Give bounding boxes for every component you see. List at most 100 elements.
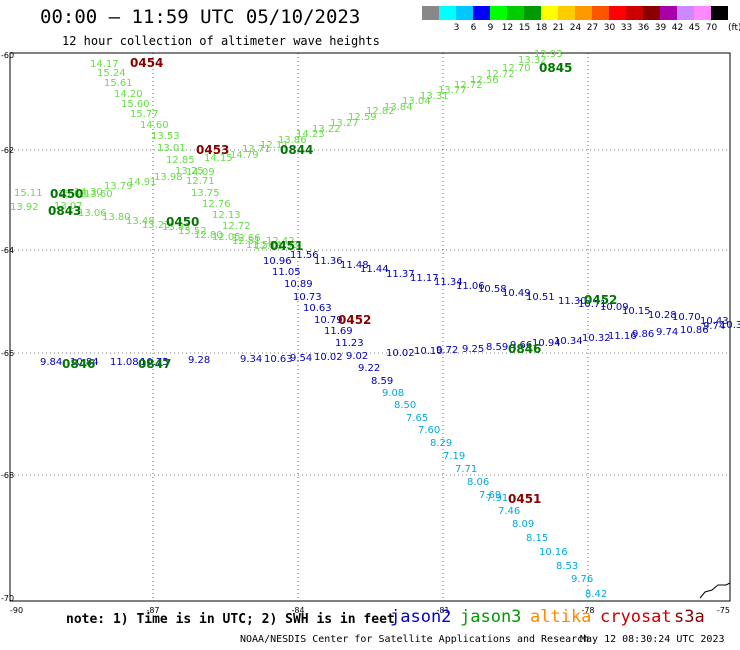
wave-height-value: 10.71 bbox=[578, 299, 607, 310]
legend-swatch bbox=[558, 6, 575, 20]
wave-height-value: 11.34 bbox=[434, 277, 463, 288]
track-0452: 10.9611.0510.8910.7310.6310.7911.6911.23… bbox=[263, 256, 393, 387]
wave-height-value: 7.65 bbox=[406, 413, 428, 424]
wave-height-value: 14.15 bbox=[204, 153, 233, 164]
wave-height-value: 10.96 bbox=[263, 256, 292, 267]
wave-height-value: 11.36 bbox=[314, 256, 343, 267]
track-0450: 13.0613.8013.4813.2313.8213.5212.8012.05… bbox=[78, 208, 299, 252]
longitude-label: -84 bbox=[291, 606, 304, 615]
wave-height-value: 10.43 bbox=[700, 316, 729, 327]
legend-swatch bbox=[473, 6, 490, 20]
wave-height-value: 11.48 bbox=[340, 260, 369, 271]
wave-height-value: 13.01 bbox=[157, 143, 186, 154]
wave-height-value: 11.56 bbox=[290, 250, 319, 261]
wave-height-value: 12.72 bbox=[486, 69, 515, 80]
wave-height-value: 10.75 bbox=[140, 357, 169, 368]
wave-height-value: 9.25 bbox=[462, 344, 484, 355]
legend-unit: (ft) bbox=[728, 23, 740, 33]
wave-height-value: 10.34 bbox=[554, 336, 583, 347]
legend-swatch bbox=[660, 6, 677, 20]
wave-height-value: 8.50 bbox=[394, 400, 416, 411]
legend-label: 9 bbox=[487, 23, 494, 33]
time-labels: 0454 0453 0452 0451 0845 0844 0450 0843 0450 0451… bbox=[48, 56, 617, 506]
pass-time-label: 0450 bbox=[166, 215, 199, 229]
pass-time-label: 0451 bbox=[508, 492, 541, 506]
axis-labels: -90 -87 -84 -81 -78 -75 -60 -62 -64 -66 -68 -70 bbox=[1, 51, 730, 615]
wave-height-value: 11.17 bbox=[410, 273, 439, 284]
wave-height-value: 14.17 bbox=[90, 59, 119, 70]
wave-height-value: 13.22 bbox=[312, 124, 341, 135]
longitude-label: -78 bbox=[581, 606, 594, 615]
wave-height-value: 13.77 bbox=[438, 85, 467, 96]
legend-swatch bbox=[507, 6, 524, 20]
wave-height-value: 10.10 bbox=[414, 346, 443, 357]
wave-height-value: 12.80 bbox=[194, 230, 223, 241]
legend-swatch bbox=[609, 6, 626, 20]
wave-height-value: 13.92 bbox=[10, 202, 39, 213]
track-0454: 14.1715.2415.6114.2015.6015.7714.6013.53… bbox=[90, 59, 295, 251]
wave-height-value: 13.25 bbox=[175, 166, 204, 177]
wave-height-value: 13.84 bbox=[384, 102, 413, 113]
wave-height-value: 11.08 bbox=[110, 357, 139, 368]
satellite-altika: altika bbox=[530, 607, 592, 627]
generated-timestamp: May 12 08:30:24 UTC 2023 bbox=[580, 634, 725, 645]
wave-height-value: 10.09 bbox=[600, 302, 629, 313]
longitude-label: -90 bbox=[10, 606, 23, 615]
legend-swatch bbox=[575, 6, 592, 20]
coastline bbox=[699, 582, 731, 599]
wave-height-value: 14.09 bbox=[186, 167, 215, 178]
wave-height-value: 13.32 bbox=[518, 55, 547, 66]
pass-time-label: 0846 bbox=[508, 342, 541, 356]
wave-height-value: 12.76 bbox=[202, 199, 231, 210]
legend-swatch bbox=[541, 6, 558, 20]
legend-label: 33 bbox=[620, 23, 633, 33]
pass-time-label: 0452 bbox=[584, 293, 617, 307]
legend-swatch bbox=[524, 6, 541, 20]
wave-height-value: 9.72 bbox=[436, 345, 458, 356]
wave-height-value: 10.02 bbox=[386, 348, 415, 359]
pass-time-label: 0450 bbox=[50, 187, 83, 201]
legend-swatch bbox=[626, 6, 643, 20]
wave-height-value: 14.30 bbox=[74, 187, 103, 198]
wave-height-value: 10.94 bbox=[532, 338, 561, 349]
wave-height-value: 9.84 bbox=[40, 357, 62, 368]
wave-height-value: 9.74 bbox=[656, 327, 678, 338]
wave-height-value: 9.54 bbox=[290, 353, 312, 364]
wave-tracks: 14.1715.2415.6114.2015.6015.7714.6013.53… bbox=[10, 49, 740, 600]
wave-height-value: 9.08 bbox=[382, 388, 404, 399]
track-0845: 12.9313.3212.7012.7212.5612.7213.7713.31… bbox=[10, 49, 563, 213]
wave-height-value: 10.15 bbox=[622, 306, 651, 317]
wave-height-value: 15.77 bbox=[130, 109, 159, 120]
legend-swatch bbox=[711, 6, 728, 20]
longitude-label: -81 bbox=[436, 606, 449, 615]
wave-height-value: 9.86 bbox=[632, 329, 654, 340]
wave-height-value: 12.51 bbox=[232, 236, 261, 247]
latitude-label: -60 bbox=[1, 51, 14, 60]
wave-height-value: 10.89 bbox=[284, 279, 313, 290]
wave-height-value: 13.80 bbox=[102, 212, 131, 223]
wave-height-value: 13.53 bbox=[151, 131, 180, 142]
wave-height-value: 12.82 bbox=[366, 106, 395, 117]
legend-label: 24 bbox=[569, 23, 582, 33]
wave-height-value: 9.66 bbox=[510, 340, 532, 351]
map-grid bbox=[10, 53, 730, 601]
wave-height-value: 11.16 bbox=[608, 331, 637, 342]
wave-height-value: 8.42 bbox=[585, 589, 607, 600]
wave-height-value: 7.46 bbox=[498, 506, 520, 517]
wave-height-value: 13.98 bbox=[154, 172, 183, 183]
wave-height-value: 7.69 bbox=[479, 490, 501, 501]
wave-height-value: 10.79 bbox=[314, 315, 343, 326]
legend-swatch bbox=[422, 6, 439, 20]
wave-height-value: 13.06 bbox=[78, 208, 107, 219]
credit-text: NOAA/NESDIS Center for Satellite Applica… bbox=[240, 634, 590, 645]
wave-height-value: 13.48 bbox=[126, 216, 155, 227]
legend-label: 70 bbox=[705, 23, 718, 33]
wave-height-value: 12.13 bbox=[212, 210, 241, 221]
pass-time-label: 0454 bbox=[130, 56, 163, 70]
wave-height-value: 8.29 bbox=[430, 438, 452, 449]
wave-height-value: 13.79 bbox=[104, 181, 133, 192]
pass-time-label: 0847 bbox=[138, 357, 171, 371]
legend-label: 45 bbox=[688, 23, 701, 33]
wave-height-value: 8.15 bbox=[526, 533, 548, 544]
legend-label: 3 bbox=[453, 23, 460, 33]
